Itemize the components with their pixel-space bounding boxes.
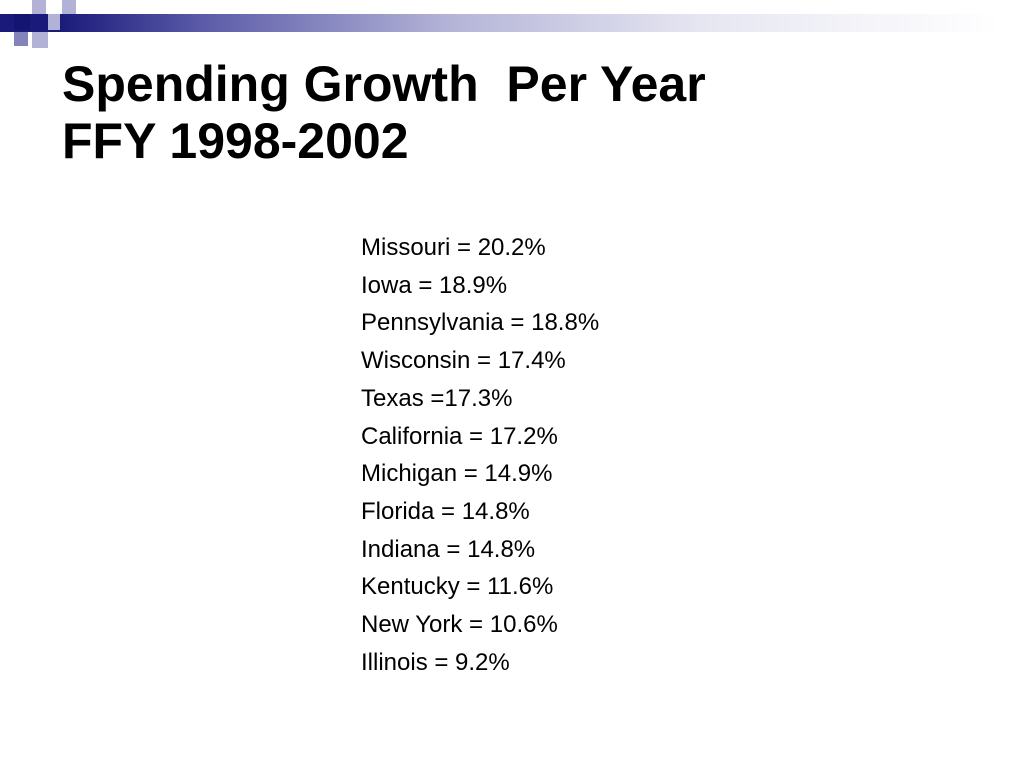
list-item: Pennsylvania = 18.8% [361,309,600,337]
list-item: Michigan = 14.9% [361,460,553,488]
spending-growth-list: Missouri = 20.2% Iowa = 18.9% Pennsylvan… [361,229,599,681]
list-item: California = 17.2% [361,422,558,450]
list-item: Missouri = 20.2% [361,234,546,261]
list-item: Iowa = 18.9% [361,271,508,299]
slide-title-line: Spending Growth Per Year [62,56,706,112]
header-gradient-band [0,14,1024,32]
list-item: Wisconsin = 17.4% [361,347,566,375]
list-item: Florida = 14.8% [361,497,530,525]
deco-square [14,32,28,46]
list-item: Illinois = 9.2% [361,648,510,676]
deco-square [48,14,60,30]
deco-square [62,0,76,14]
slide-title: Spending Growth Per Year FFY 1998-2002 [62,56,962,170]
list-item: Kentucky = 11.6% [361,573,554,601]
deco-square [32,32,48,48]
deco-square [14,14,30,30]
list-item: New York = 10.6% [361,611,558,639]
deco-square [32,0,46,14]
list-item: Indiana = 14.8% [361,535,536,563]
slide-title-line: FFY 1998-2002 [62,113,409,169]
list-item: Texas =17.3% [361,384,513,412]
